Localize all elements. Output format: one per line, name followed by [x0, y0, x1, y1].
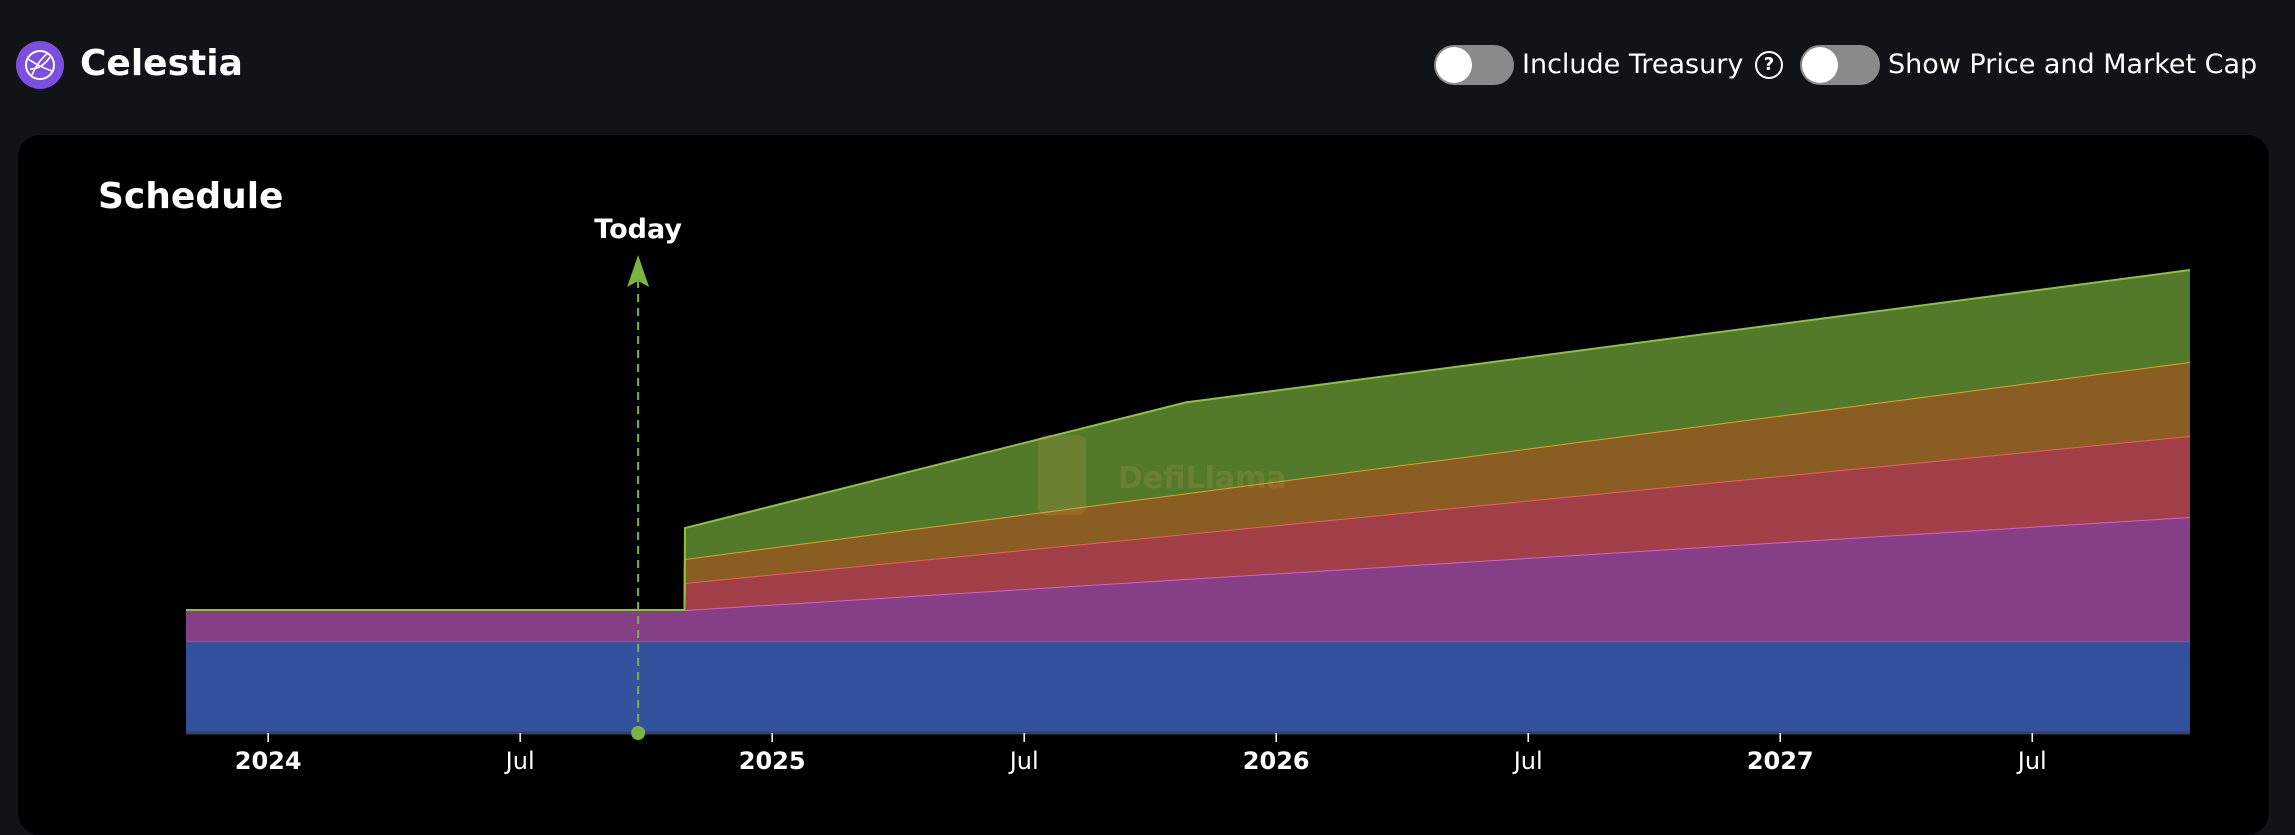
line-green [186, 269, 2191, 611]
area-red [186, 436, 2190, 610]
watermark: DefiLlama [1038, 435, 1287, 515]
help-icon[interactable]: ? [1755, 51, 1783, 79]
today-label: Today [594, 214, 682, 245]
toggle-knob [1802, 47, 1838, 83]
today-marker [631, 726, 646, 740]
today-arrow-icon [627, 255, 650, 287]
x-tick-label: 2026 [1243, 747, 1310, 775]
include-treasury-toggle[interactable] [1434, 45, 1514, 85]
x-tick-label: Jul [2016, 747, 2047, 775]
area-blue [186, 641, 2190, 733]
chart-title: Schedule [98, 176, 284, 217]
x-tick-label: Jul [504, 747, 535, 775]
show-price-label: Show Price and Market Cap [1888, 49, 2258, 80]
x-tick-label: Jul [1008, 747, 1039, 775]
area-green [186, 270, 2190, 610]
schedule-chart: DefiLlama 2024 Jul 2025 Jul 2026 Jul 2027 Jul T… [186, 214, 2191, 775]
toggle-knob [1436, 47, 1472, 83]
include-treasury-label: Include Treasury [1522, 49, 1744, 80]
show-price-toggle[interactable] [1800, 45, 1880, 85]
x-tick-label: 2027 [1747, 747, 1814, 775]
page-title: Celestia [80, 43, 243, 84]
celestia-logo-icon [16, 41, 64, 89]
watermark-text: DefiLlama [1118, 461, 1287, 496]
x-tick-label: Jul [1512, 747, 1543, 775]
x-tick-label: 2025 [739, 747, 806, 775]
x-tick-label: 2024 [235, 747, 302, 775]
